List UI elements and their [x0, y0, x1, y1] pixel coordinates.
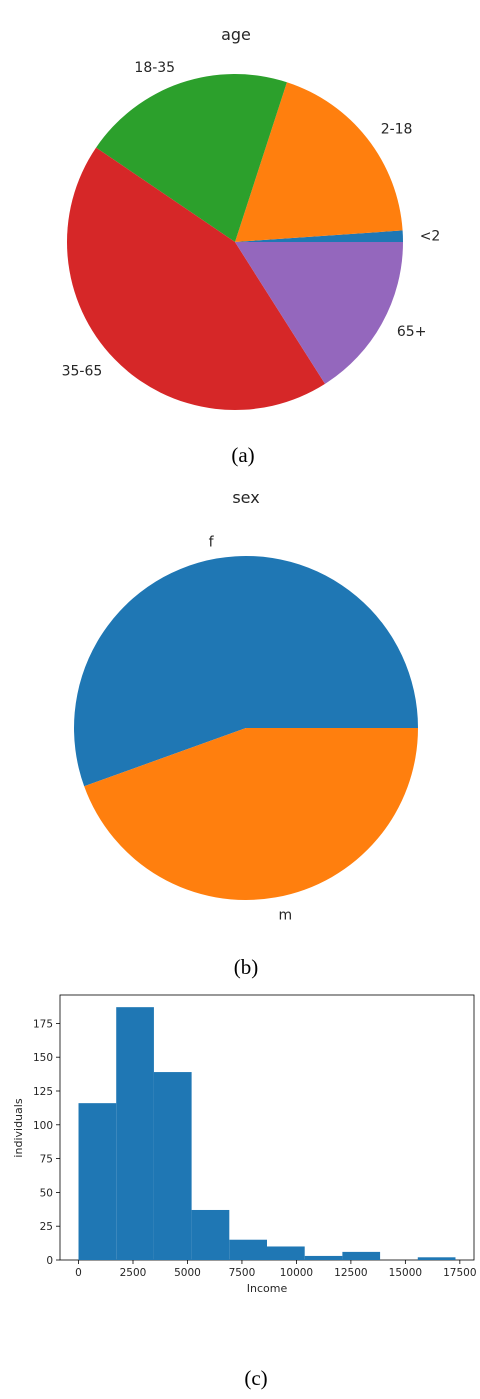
pie-label-lt2: <2	[420, 229, 441, 245]
pie-label-18-35: 18-35	[134, 60, 175, 76]
y-tick-label: 0	[46, 1255, 53, 1267]
age-chart-title: age	[221, 25, 251, 44]
pie-label-65plus: 65+	[397, 324, 427, 340]
histogram-bar-0	[78, 1103, 117, 1260]
pie-label-2-18: 2-18	[381, 121, 413, 137]
caption-a: (a)	[231, 443, 254, 467]
pie-label-m: m	[279, 907, 293, 923]
y-tick-label: 50	[40, 1187, 53, 1199]
x-tick-label: 10000	[280, 1267, 313, 1279]
y-tick-label: 125	[33, 1086, 53, 1098]
histogram-bar-1	[116, 1007, 154, 1260]
histogram-bar-3	[191, 1209, 230, 1260]
caption-b: (b)	[234, 955, 259, 979]
x-tick-label: 5000	[174, 1267, 201, 1279]
x-tick-label: 2500	[120, 1267, 147, 1279]
pie-slice-35-65	[66, 147, 326, 411]
pie-slice-lt2	[235, 230, 403, 242]
x-axis-label: Income	[247, 1282, 288, 1295]
pie-slice-18-35	[96, 73, 287, 242]
y-tick-label: 100	[33, 1120, 53, 1132]
x-tick-label: 12500	[334, 1267, 367, 1279]
y-tick-label: 150	[33, 1052, 53, 1064]
x-tick-label: 7500	[229, 1267, 256, 1279]
histogram-bar-5	[267, 1246, 305, 1260]
histogram-bar-6	[304, 1255, 343, 1260]
histogram-bar-9	[417, 1257, 456, 1260]
income-histogram: 0 2500 5000 7500 10000 12500 15000 17500 0 25 50 7…	[12, 994, 477, 1390]
y-tick-label: 75	[40, 1154, 53, 1166]
y-tick-label: 175	[33, 1018, 53, 1030]
x-tick-label: 0	[75, 1267, 82, 1279]
histogram-bar-7	[342, 1251, 381, 1260]
age-pie-chart: age <2 2-18 18-35 35-65 65+ (a)	[62, 25, 441, 467]
histogram-bar-2	[153, 1072, 192, 1260]
y-tick-label: 25	[40, 1221, 53, 1233]
caption-c: (c)	[244, 1366, 267, 1390]
pie-slice-m	[84, 728, 419, 900]
y-axis-label: individuals	[12, 1098, 25, 1157]
pie-label-f: f	[209, 535, 215, 551]
pie-label-35-65: 35-65	[62, 364, 103, 380]
x-tick-label: 17500	[443, 1267, 476, 1279]
histogram-bar-4	[229, 1239, 267, 1260]
pie-slice-f	[74, 555, 418, 787]
sex-pie-chart: sex f m (b)	[74, 488, 419, 979]
x-tick-label: 15000	[389, 1267, 422, 1279]
sex-chart-title: sex	[232, 488, 259, 507]
pie-slice-2-18	[235, 82, 403, 242]
pie-slice-65plus	[235, 242, 403, 384]
